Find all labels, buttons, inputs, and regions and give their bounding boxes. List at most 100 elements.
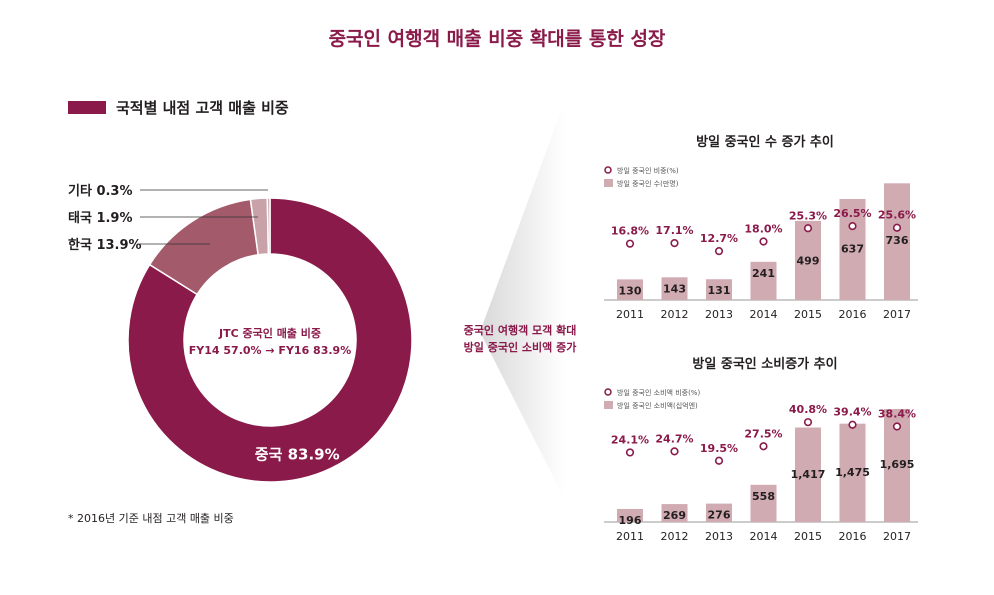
bar-value-label: 130 (619, 284, 642, 297)
share-point (714, 456, 724, 465)
share-point (892, 422, 902, 431)
legend-marker-bar (604, 401, 613, 409)
legend-marker-line (604, 166, 612, 174)
middle-caption: 중국인 여행객 모객 확대 방일 중국인 소비액 증가 (430, 322, 610, 356)
bar-value-label: 1,417 (791, 468, 826, 481)
label-china: 중국 83.9% (255, 446, 340, 464)
donut-legend: 국적별 내점 고객 매출 비중 (68, 97, 289, 118)
bar-value-label: 196 (619, 514, 642, 527)
share-label: 39.4% (833, 406, 871, 419)
bar-value-label: 143 (663, 282, 686, 295)
x-tick-label: 2011 (616, 530, 644, 543)
bar (795, 220, 821, 300)
share-label: 25.3% (789, 209, 827, 222)
share-point (670, 447, 679, 456)
x-tick-label: 2014 (750, 308, 778, 321)
label-other: 기타 0.3% (68, 183, 133, 199)
bar-value-label: 1,695 (880, 458, 915, 471)
bar (884, 183, 910, 300)
x-tick-label: 2017 (883, 308, 911, 321)
bar (617, 508, 643, 522)
bar (750, 484, 777, 522)
legend-marker-line (604, 388, 612, 396)
bar (617, 279, 643, 300)
footnote: * 2016년 기준 내점 고객 매출 비중 (68, 512, 234, 525)
legend-label-bar: 방일 중국인 수(만명) (617, 179, 679, 188)
chart-title: 방일 중국인 수 증가 추이 (696, 134, 834, 150)
share-label: 24.1% (611, 433, 649, 446)
x-tick-label: 2012 (661, 530, 689, 543)
bar (839, 423, 866, 522)
x-tick-label: 2013 (705, 530, 733, 543)
bar (795, 427, 821, 522)
share-label: 17.1% (655, 224, 693, 237)
share-point (625, 448, 635, 457)
connector-wedge (480, 100, 565, 500)
share-label: 16.8% (611, 225, 649, 238)
x-tick-label: 2015 (794, 308, 822, 321)
bar (750, 261, 777, 300)
bar-value-label: 736 (886, 234, 909, 247)
bar (839, 199, 866, 300)
bar-value-label: 558 (752, 490, 775, 503)
bar-value-label: 276 (708, 509, 731, 522)
donut-center-title: JTC 중국인 매출 비중 (218, 326, 321, 340)
chart-title: 방일 중국인 소비증가 추이 (692, 356, 837, 372)
page-title: 중국인 여행객 매출 비중 확대를 통한 성장 (328, 28, 666, 50)
x-tick-label: 2016 (839, 530, 867, 543)
x-tick-label: 2011 (616, 308, 644, 321)
x-tick-label: 2012 (661, 308, 689, 321)
donut-legend-label: 국적별 내점 고객 매출 비중 (116, 99, 289, 117)
share-point (625, 239, 635, 248)
legend-label-line: 방일 중국인 비중(%) (617, 166, 679, 175)
bar-value-label: 241 (752, 267, 775, 280)
x-tick-label: 2015 (794, 530, 822, 543)
share-point (714, 247, 724, 256)
share-label: 27.5% (744, 427, 782, 440)
slice-china (127, 197, 413, 483)
share-point (759, 442, 768, 451)
label-korea: 한국 13.9% (68, 237, 142, 253)
legend-label-bar: 방일 중국인 소비액(십억엔) (617, 401, 698, 410)
share-label: 24.7% (655, 432, 693, 445)
share-point (848, 420, 857, 429)
bar (706, 503, 732, 522)
slice-other (266, 197, 271, 255)
share-label: 38.4% (878, 408, 916, 421)
legend-label-line: 방일 중국인 소비액 비중(%) (617, 388, 700, 397)
x-tick-label: 2016 (839, 308, 867, 321)
wedge-shape (480, 100, 565, 500)
legend-swatch (68, 101, 106, 114)
label-thailand: 태국 1.9% (68, 211, 133, 226)
bar-value-label: 1,475 (835, 466, 870, 479)
share-point (803, 224, 813, 233)
share-label: 25.6% (878, 209, 916, 222)
share-label: 26.5% (833, 207, 871, 220)
share-point (803, 418, 813, 427)
bar-value-label: 269 (663, 509, 686, 522)
bar (661, 504, 688, 522)
share-label: 18.0% (744, 223, 782, 236)
bar-value-label: 131 (708, 284, 731, 297)
bar (706, 279, 732, 300)
share-point (892, 223, 902, 232)
share-label: 40.8% (789, 403, 827, 416)
share-label: 12.7% (700, 232, 738, 245)
x-tick-label: 2013 (705, 308, 733, 321)
x-tick-label: 2017 (883, 530, 911, 543)
share-point (670, 239, 679, 248)
bar-value-label: 499 (797, 254, 820, 267)
bar (661, 277, 688, 300)
middle-caption-line2: 방일 중국인 소비액 증가 (463, 341, 577, 354)
middle-caption-line1: 중국인 여행객 모객 확대 (463, 324, 577, 337)
share-point (759, 237, 768, 246)
donut-center-subtitle: FY14 57.0% → FY16 83.9% (189, 344, 351, 357)
share-label: 19.5% (700, 442, 738, 455)
x-tick-label: 2014 (750, 530, 778, 543)
bar-value-label: 637 (841, 242, 864, 255)
share-point (848, 221, 857, 231)
legend-marker-bar (604, 179, 613, 187)
